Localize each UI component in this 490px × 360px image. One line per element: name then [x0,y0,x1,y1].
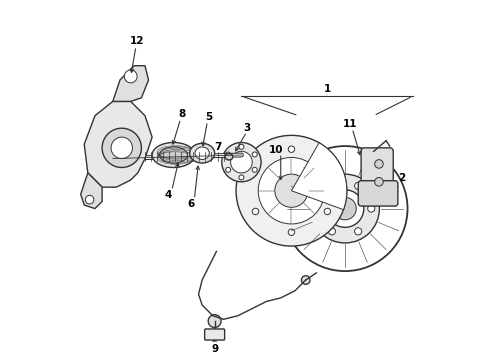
Circle shape [324,167,331,173]
Ellipse shape [225,154,233,160]
Circle shape [252,167,257,172]
Circle shape [85,195,94,204]
Circle shape [231,151,252,173]
Circle shape [326,190,364,227]
Circle shape [334,197,356,220]
Polygon shape [113,66,148,102]
Text: 10: 10 [269,145,283,155]
Circle shape [375,159,383,168]
Circle shape [252,208,259,215]
Text: 9: 9 [211,343,218,354]
Text: 7: 7 [215,142,222,152]
Text: 8: 8 [178,109,185,119]
Circle shape [258,157,325,224]
Circle shape [239,144,244,149]
Circle shape [102,128,142,167]
Circle shape [111,137,132,158]
Circle shape [252,152,257,157]
Text: 2: 2 [398,173,406,183]
Text: 6: 6 [188,199,195,209]
Polygon shape [81,173,102,208]
Ellipse shape [195,147,209,159]
Circle shape [311,174,379,243]
Circle shape [275,174,308,207]
Circle shape [328,182,336,189]
Circle shape [355,228,362,235]
FancyBboxPatch shape [361,148,393,198]
Text: 12: 12 [130,36,145,46]
Circle shape [226,167,231,172]
Text: 5: 5 [206,112,213,122]
Circle shape [239,175,244,180]
Circle shape [208,315,221,328]
Circle shape [368,205,375,212]
FancyBboxPatch shape [205,329,224,340]
Circle shape [252,167,259,173]
Ellipse shape [152,143,195,167]
Circle shape [236,135,347,246]
Ellipse shape [160,147,188,163]
Circle shape [288,146,294,152]
Circle shape [124,70,137,83]
Polygon shape [84,102,152,187]
Circle shape [315,205,322,212]
Circle shape [226,152,231,157]
Wedge shape [292,143,347,210]
Ellipse shape [190,143,215,163]
Circle shape [375,177,383,186]
Text: 3: 3 [243,123,250,133]
Text: 1: 1 [323,84,331,94]
Circle shape [328,228,336,235]
Text: 11: 11 [343,118,358,129]
Circle shape [355,182,362,189]
Text: 4: 4 [165,190,172,200]
Circle shape [283,146,408,271]
Circle shape [324,208,331,215]
Circle shape [288,229,294,235]
Circle shape [222,143,261,182]
Circle shape [301,276,310,284]
FancyBboxPatch shape [358,181,398,206]
